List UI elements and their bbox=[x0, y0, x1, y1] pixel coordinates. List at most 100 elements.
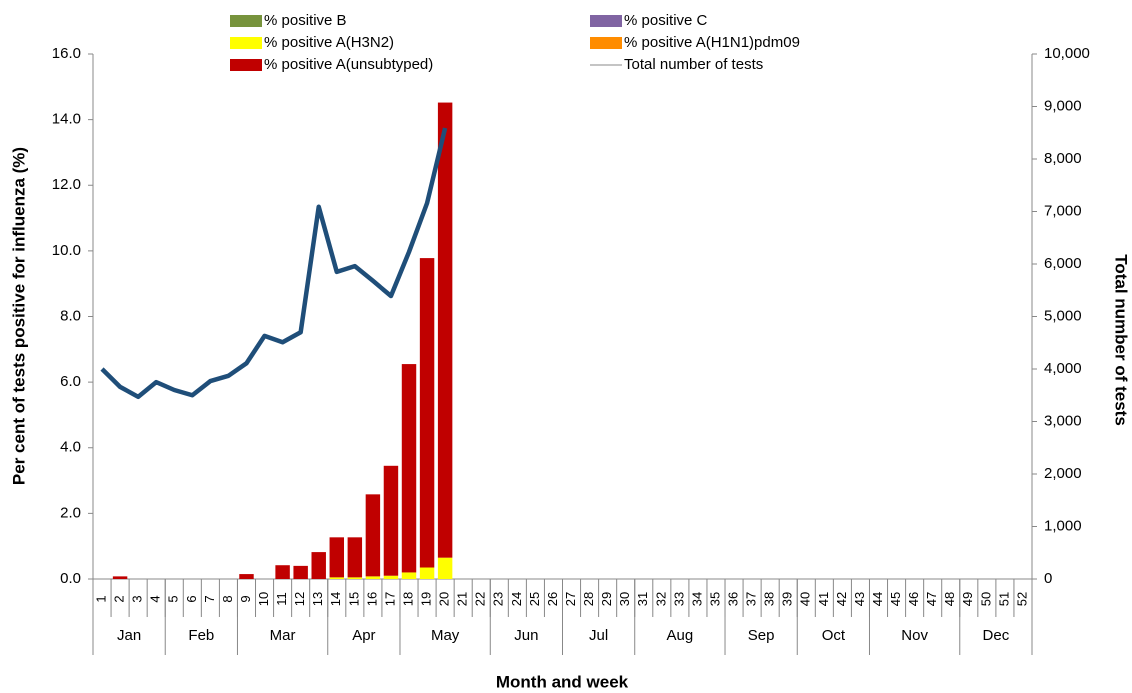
x-tick-label: 36 bbox=[725, 592, 740, 606]
y-tick-label: 2.0 bbox=[60, 504, 81, 521]
x-tick-label: 44 bbox=[870, 592, 885, 606]
x-tick-label: 52 bbox=[1014, 592, 1029, 606]
x-tick-label: 11 bbox=[274, 592, 289, 606]
line-series bbox=[100, 127, 448, 400]
x-tick-label: 8 bbox=[220, 595, 235, 602]
x-tick-label: 48 bbox=[942, 592, 957, 606]
bar-segment bbox=[347, 537, 363, 578]
y2-tick-label: 10,000 bbox=[1044, 45, 1090, 62]
y-tick-label: 10.0 bbox=[52, 242, 81, 259]
x-tick-label: 39 bbox=[780, 592, 795, 606]
legend-swatch bbox=[230, 37, 262, 49]
legend-label: Total number of tests bbox=[624, 56, 763, 73]
month-label: Mar bbox=[270, 627, 296, 644]
y2-tick-label: 4,000 bbox=[1044, 360, 1082, 377]
bar-segment bbox=[347, 577, 363, 579]
legend-swatch bbox=[230, 59, 262, 71]
month-label: Dec bbox=[983, 627, 1010, 644]
x-tick-label: 31 bbox=[635, 592, 650, 606]
x-tick-label: 26 bbox=[545, 592, 560, 606]
legend-label: % positive B bbox=[264, 12, 347, 29]
bar-segment bbox=[419, 258, 435, 568]
x-tick-label: 27 bbox=[563, 592, 578, 606]
x-tick-label: 43 bbox=[852, 592, 867, 606]
bar-segment bbox=[383, 465, 399, 576]
x-tick-label: 50 bbox=[978, 592, 993, 606]
x-tick-label: 47 bbox=[924, 592, 939, 606]
bar-segment bbox=[329, 537, 345, 578]
y-tick-label: 4.0 bbox=[60, 439, 81, 456]
x-tick-label: 29 bbox=[599, 592, 614, 606]
month-label: Feb bbox=[188, 627, 214, 644]
bar-segment bbox=[275, 565, 290, 579]
y-tick-label: 6.0 bbox=[60, 373, 81, 390]
bar-segment bbox=[437, 557, 453, 579]
y2-tick-label: 5,000 bbox=[1044, 307, 1082, 324]
legend-swatch bbox=[590, 37, 622, 49]
x-tick-label: 2 bbox=[112, 595, 127, 602]
y2-tick-label: 7,000 bbox=[1044, 202, 1082, 219]
y-tick-label: 8.0 bbox=[60, 307, 81, 324]
legend-swatch bbox=[230, 15, 262, 27]
month-label: Jan bbox=[117, 627, 141, 644]
bar-segment bbox=[383, 575, 399, 579]
bar-segment bbox=[311, 552, 326, 579]
y-axis-title: Per cent of tests positive for influenza… bbox=[9, 147, 28, 485]
x-tick-label: 40 bbox=[798, 592, 813, 606]
legend-swatch bbox=[590, 15, 622, 27]
x-tick-label: 32 bbox=[653, 592, 668, 606]
x-tick-label: 19 bbox=[419, 592, 434, 606]
x-tick-label: 18 bbox=[400, 592, 415, 606]
x-tick-label: 30 bbox=[617, 592, 632, 606]
bar-segment bbox=[419, 567, 435, 579]
x-tick-label: 24 bbox=[509, 592, 524, 606]
bar-segment bbox=[293, 565, 308, 579]
x-tick-label: 25 bbox=[527, 592, 542, 606]
month-label: Oct bbox=[822, 627, 846, 644]
bar-segment bbox=[365, 494, 381, 577]
month-label: Sep bbox=[748, 627, 775, 644]
bar-segment bbox=[437, 102, 453, 558]
x-tick-label: 15 bbox=[346, 592, 361, 606]
x-tick-label: 35 bbox=[707, 592, 722, 606]
y2-tick-label: 0 bbox=[1044, 570, 1052, 587]
y2-tick-label: 1,000 bbox=[1044, 517, 1082, 534]
x-tick-label: 1 bbox=[93, 595, 108, 602]
x-tick-label: 10 bbox=[256, 592, 271, 606]
month-label: Apr bbox=[352, 627, 375, 644]
x-tick-label: 4 bbox=[148, 595, 163, 602]
x-tick-label: 28 bbox=[581, 592, 596, 606]
x-tick-label: 22 bbox=[473, 592, 488, 606]
y2-tick-label: 2,000 bbox=[1044, 465, 1082, 482]
legend-label: % positive A(H3N2) bbox=[264, 34, 394, 51]
x-tick-label: 42 bbox=[834, 592, 849, 606]
x-tick-label: 17 bbox=[382, 592, 397, 606]
legend-label: % positive A(H1N1)pdm09 bbox=[624, 34, 800, 51]
legend-label: % positive A(unsubtyped) bbox=[264, 56, 433, 73]
x-tick-label: 13 bbox=[310, 592, 325, 606]
x-tick-label: 33 bbox=[671, 592, 686, 606]
y2-tick-label: 9,000 bbox=[1044, 97, 1082, 114]
y-tick-label: 0.0 bbox=[60, 570, 81, 587]
x-tick-label: 21 bbox=[455, 592, 470, 606]
x-tick-label: 3 bbox=[130, 595, 145, 602]
month-label: Nov bbox=[901, 627, 928, 644]
y-tick-label: 12.0 bbox=[52, 176, 81, 193]
month-label: Aug bbox=[667, 627, 694, 644]
month-label: Jul bbox=[589, 627, 608, 644]
bar-segment bbox=[401, 572, 417, 579]
x-axis-title: Month and week bbox=[496, 672, 629, 691]
x-tick-label: 14 bbox=[328, 592, 343, 606]
bar-segment bbox=[239, 574, 254, 579]
bar-segment bbox=[329, 577, 345, 579]
x-tick-label: 51 bbox=[996, 592, 1011, 606]
bar-segment bbox=[365, 576, 381, 579]
x-tick-label: 23 bbox=[491, 592, 506, 606]
x-tick-label: 38 bbox=[762, 592, 777, 606]
x-tick-label: 49 bbox=[960, 592, 975, 606]
x-tick-label: 45 bbox=[888, 592, 903, 606]
x-tick-label: 9 bbox=[238, 595, 253, 602]
month-label: Jun bbox=[514, 627, 538, 644]
x-tick-label: 6 bbox=[184, 595, 199, 602]
